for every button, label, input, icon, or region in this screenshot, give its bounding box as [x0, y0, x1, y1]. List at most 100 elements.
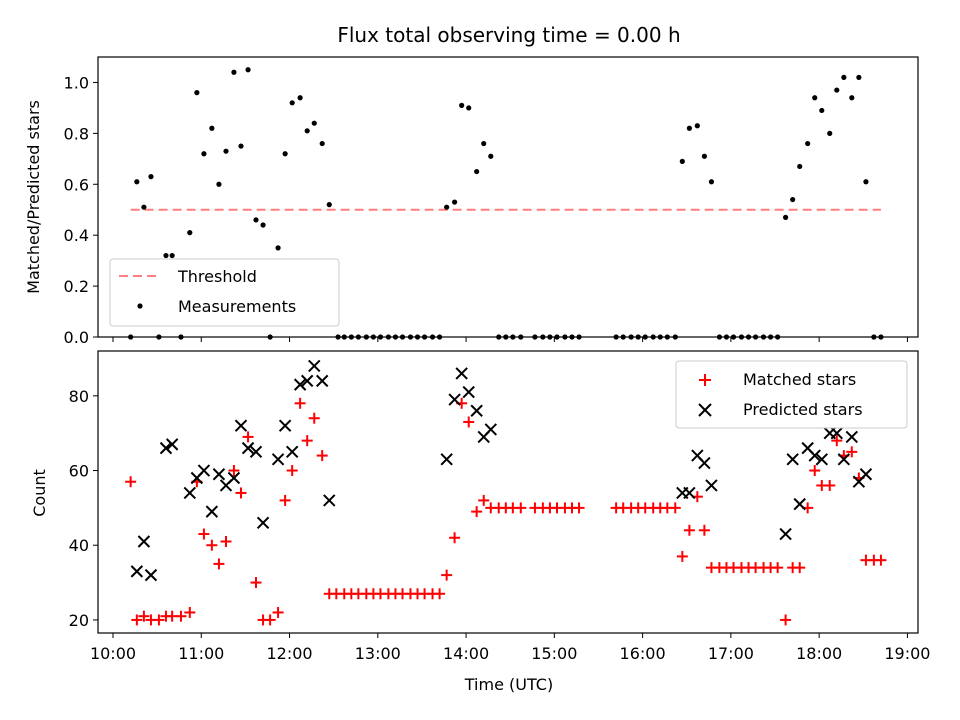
matched-star-point — [294, 397, 306, 409]
predicted-star-point — [779, 527, 792, 541]
matched-star-point — [138, 610, 150, 622]
measurement-point — [148, 174, 154, 180]
matched-star-point — [772, 562, 784, 574]
measurement-point — [163, 252, 169, 259]
top-y-tick-label: 1.0 — [64, 73, 89, 92]
measurement-point — [187, 230, 193, 236]
x-tick-label: 16:00 — [620, 644, 666, 663]
predicted-star-point — [455, 367, 468, 380]
matched-star-point — [131, 614, 143, 626]
predicted-star-point — [130, 565, 144, 578]
bottom-y-tick-label: 40 — [69, 536, 89, 555]
measurement-point — [134, 179, 140, 185]
measurement-point — [834, 87, 840, 93]
measurement-point — [481, 140, 487, 147]
top-legend: Threshold Measurements — [109, 258, 340, 327]
measurement-point — [282, 151, 288, 157]
legend-predicted-label: Predicted stars — [743, 400, 863, 419]
predicted-star-point — [212, 468, 226, 481]
legend-matched-label: Matched stars — [743, 370, 856, 389]
legend-predicted-swatch — [698, 403, 712, 417]
measurement-point — [856, 74, 862, 80]
measurement-point — [679, 158, 685, 164]
predicted-star-point — [484, 423, 497, 436]
matched-star-point — [809, 465, 821, 477]
measurement-point — [319, 140, 325, 147]
predicted-star-point — [300, 374, 314, 388]
measurement-point — [260, 222, 266, 228]
predicted-star-point — [241, 441, 255, 455]
matched-star-point — [308, 412, 320, 424]
measurement-point — [863, 179, 869, 185]
x-tick-label: 12:00 — [266, 644, 312, 663]
measurement-point — [782, 214, 789, 220]
measurement-point — [694, 123, 700, 129]
predicted-star-point — [815, 453, 828, 466]
matched-star-point — [441, 569, 453, 581]
predicted-star-point — [837, 453, 851, 466]
matched-star-point — [794, 562, 806, 574]
x-tick-label: 10:00 — [90, 644, 136, 663]
predicted-star-point — [271, 453, 285, 466]
top-y-tick-label: 0.2 — [64, 277, 89, 296]
matched-star-point — [125, 476, 137, 488]
measurement-point — [169, 252, 175, 259]
matched-star-point — [272, 606, 284, 618]
x-tick-label: 18:00 — [796, 644, 842, 663]
matched-star-point — [434, 588, 446, 600]
measurement-point — [245, 67, 251, 73]
legend-measurements-swatch — [137, 303, 143, 309]
x-tick-label: 14:00 — [443, 644, 489, 663]
bottom-panel: 20 40 60 80 10:00 11:00 12:00 13:00 14:00 15:00 16… — [30, 350, 930, 694]
matched-star-point — [301, 435, 313, 447]
matched-star-point — [235, 487, 247, 499]
matched-star-point — [316, 450, 328, 462]
predicted-star-point — [323, 494, 336, 507]
measurement-point — [790, 196, 796, 203]
predicted-star-point — [205, 505, 219, 518]
matched-star-point — [250, 577, 262, 589]
measurement-point — [488, 153, 494, 159]
measurement-point — [797, 163, 803, 170]
matched-star-point — [846, 446, 858, 458]
predicted-star-point — [808, 449, 821, 462]
measurement-point — [701, 153, 707, 159]
chart-title: Flux total observing time = 0.00 h — [337, 23, 680, 47]
measurement-point — [708, 179, 715, 185]
matched-star-point — [698, 524, 710, 536]
matched-star-point — [264, 614, 276, 626]
matched-star-point — [683, 524, 695, 536]
predicted-star-point — [227, 471, 241, 485]
matched-star-point — [515, 502, 527, 514]
measurement-point — [231, 69, 237, 75]
top-legend-box — [109, 258, 340, 327]
predicted-star-point — [293, 378, 307, 391]
predicted-star-point — [859, 468, 873, 481]
top-panel-frame — [97, 56, 919, 338]
matched-star-point — [184, 606, 196, 618]
measurement-point — [849, 95, 855, 101]
legend-matched-swatch — [699, 374, 711, 386]
predicted-star-point — [278, 419, 292, 432]
matched-star-point — [875, 554, 887, 566]
predicted-star-point — [315, 374, 329, 388]
top-y-tick-label: 0.4 — [64, 226, 89, 245]
measurement-point — [289, 100, 295, 106]
matched-star-point — [153, 614, 165, 626]
x-axis-label: Time (UTC) — [464, 675, 553, 694]
predicted-star-point — [159, 441, 173, 455]
measurement-point — [686, 125, 692, 131]
matched-star-point — [676, 550, 688, 562]
predicted-star-point — [285, 445, 299, 459]
measurement-point — [209, 125, 215, 131]
predicted-star-point — [793, 497, 806, 511]
measurement-point — [253, 217, 259, 223]
predicted-star-point — [183, 486, 197, 500]
matched-star-point — [669, 502, 681, 514]
matched-star-point — [206, 539, 218, 551]
measurement-point — [216, 181, 222, 187]
measurement-point — [297, 95, 303, 101]
predicted-star-point — [786, 453, 799, 466]
